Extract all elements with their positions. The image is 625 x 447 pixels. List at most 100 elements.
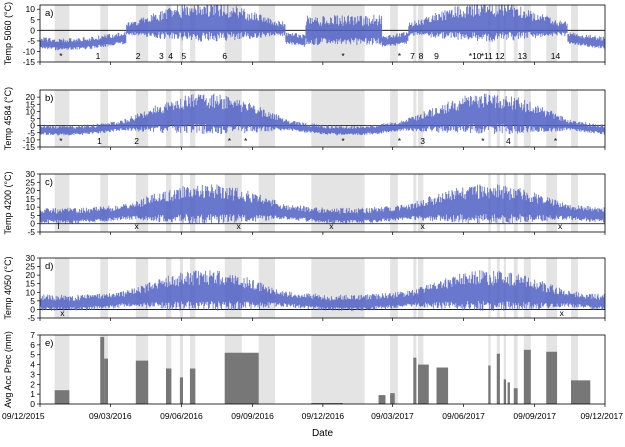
y-tick-label-0-1: -10 [23, 46, 36, 56]
y-tick-label-2-2: 5 [30, 210, 35, 220]
plot-frame-2 [39, 173, 606, 233]
annotation-1-1: 1 [97, 136, 102, 146]
annotation-1-6: * [398, 136, 402, 146]
precip-bar-7 [224, 352, 259, 404]
annotation-0-8: * [398, 51, 402, 61]
precip-bar-1 [100, 336, 105, 404]
y-tick-label-4-4: 4 [30, 360, 35, 370]
precip-bar-14 [488, 365, 491, 404]
annotation-0-10: 8 [419, 51, 424, 61]
annotation-0-5: 5 [181, 51, 186, 61]
shaded-period-4-8 [311, 335, 365, 404]
annotation-2-4: x [420, 221, 425, 231]
y-tick-label-4-1: 1 [30, 389, 35, 399]
annotation-0-0: * [59, 51, 63, 61]
shaded-period-3-1 [100, 258, 109, 318]
panel-label-1: b) [45, 93, 53, 104]
precip-bar-15 [496, 353, 500, 404]
precip-bar-19 [523, 349, 531, 404]
y-tick-label-1-3: 0 [30, 121, 35, 131]
annotation-2-0: l [58, 221, 60, 231]
precip-bar-12 [417, 364, 429, 404]
shaded-period-0-17 [546, 5, 558, 62]
y-axis-label-3: Temp 4050 (°C) [3, 256, 13, 319]
precip-bar-6 [189, 368, 196, 404]
shaded-period-4-4 [179, 335, 183, 404]
shaded-period-1-9 [390, 90, 398, 147]
shaded-period-3-7 [258, 258, 275, 318]
annotation-1-4: * [244, 136, 248, 146]
y-tick-label-4-2: 2 [30, 379, 35, 389]
annotation-2-5: x [558, 221, 563, 231]
shaded-period-4-9 [390, 335, 398, 404]
annotation-1-9: 4 [506, 136, 511, 146]
annotation-0-1: 1 [96, 51, 101, 61]
precip-bar-4 [165, 368, 172, 404]
annotation-0-4: 4 [168, 51, 173, 61]
precip-bar-9 [378, 395, 386, 404]
panel-label-4: e) [45, 338, 53, 349]
y-tick-label-2-5: 20 [26, 186, 36, 196]
annotation-0-14: 12 [495, 51, 505, 61]
shaded-period-4-0 [54, 335, 70, 404]
y-tick-label-2-1: 0 [30, 219, 35, 229]
y-tick-label-4-6: 6 [30, 340, 35, 350]
x-tick-label-5: 09/03/2017 [371, 411, 414, 421]
y-tick-label-2-0: -5 [27, 227, 35, 237]
y-tick-label-3-3: 10 [26, 287, 36, 297]
shaded-period-4-18 [570, 335, 578, 404]
y-tick-label-4-7: 7 [30, 330, 35, 340]
precip-bar-20 [546, 351, 558, 404]
shaded-period-3-9 [390, 258, 398, 318]
annotation-3-1: x [560, 308, 565, 318]
precip-bar-11 [413, 357, 417, 404]
y-tick-label-3-2: 5 [30, 296, 35, 306]
y-tick-label-0-0: -15 [23, 57, 36, 67]
precip-bar-2 [104, 358, 109, 404]
shaded-period-4-7 [258, 335, 275, 404]
shaded-period-2-1 [100, 174, 109, 232]
annotation-0-11: 9 [434, 51, 439, 61]
y-tick-label-1-7: 20 [26, 92, 36, 102]
plot-frame-4 [39, 334, 606, 405]
x-tick-label-2: 09/06/2016 [160, 411, 203, 421]
y-tick-label-1-5: 10 [26, 106, 36, 116]
y-tick-label-4-5: 5 [30, 350, 35, 360]
precip-bar-8 [311, 403, 343, 404]
annotation-0-16: 14 [551, 51, 561, 61]
annotation-1-8: * [481, 136, 485, 146]
annotation-0-12: *10 [469, 51, 482, 61]
shaded-period-2-10 [413, 174, 417, 232]
shaded-period-2-8 [311, 174, 365, 232]
shaded-period-4-15 [513, 335, 518, 404]
shaded-period-3-10 [413, 258, 417, 318]
annotation-0-15: 13 [518, 51, 528, 61]
y-tick-label-3-1: 0 [30, 304, 35, 314]
x-tick-label-7: 09/09/2017 [513, 411, 556, 421]
precip-bar-17 [507, 382, 510, 404]
shaded-period-1-8 [311, 90, 365, 147]
shaded-period-2-9 [390, 174, 398, 232]
x-tick-label-3: 09/09/2016 [231, 411, 274, 421]
shaded-period-0-1 [100, 5, 109, 62]
y-tick-label-0-5: 10 [26, 4, 36, 14]
x-tick-label-1: 09/03/2016 [89, 411, 132, 421]
panel-label-2: c) [45, 177, 53, 188]
y-tick-label-3-4: 15 [26, 279, 36, 289]
y-tick-label-4-0: 0 [30, 399, 35, 409]
precip-bar-21 [570, 380, 591, 404]
y-tick-label-1-4: 5 [30, 114, 35, 124]
precip-bar-16 [503, 379, 507, 404]
x-tick-label-0: 09/12/2015 [2, 411, 45, 421]
x-tick-label-4: 09/12/2016 [302, 411, 345, 421]
y-tick-label-0-4: 5 [30, 15, 35, 25]
plot-frame-3 [39, 257, 606, 319]
y-tick-label-2-7: 30 [26, 169, 36, 179]
annotation-2-3: x [329, 221, 334, 231]
annotation-1-7: 3 [420, 136, 425, 146]
precip-bar-10 [390, 393, 395, 404]
annotation-2-2: x [237, 221, 242, 231]
shaded-period-4-14 [503, 335, 507, 404]
annotation-0-6: 6 [222, 51, 227, 61]
